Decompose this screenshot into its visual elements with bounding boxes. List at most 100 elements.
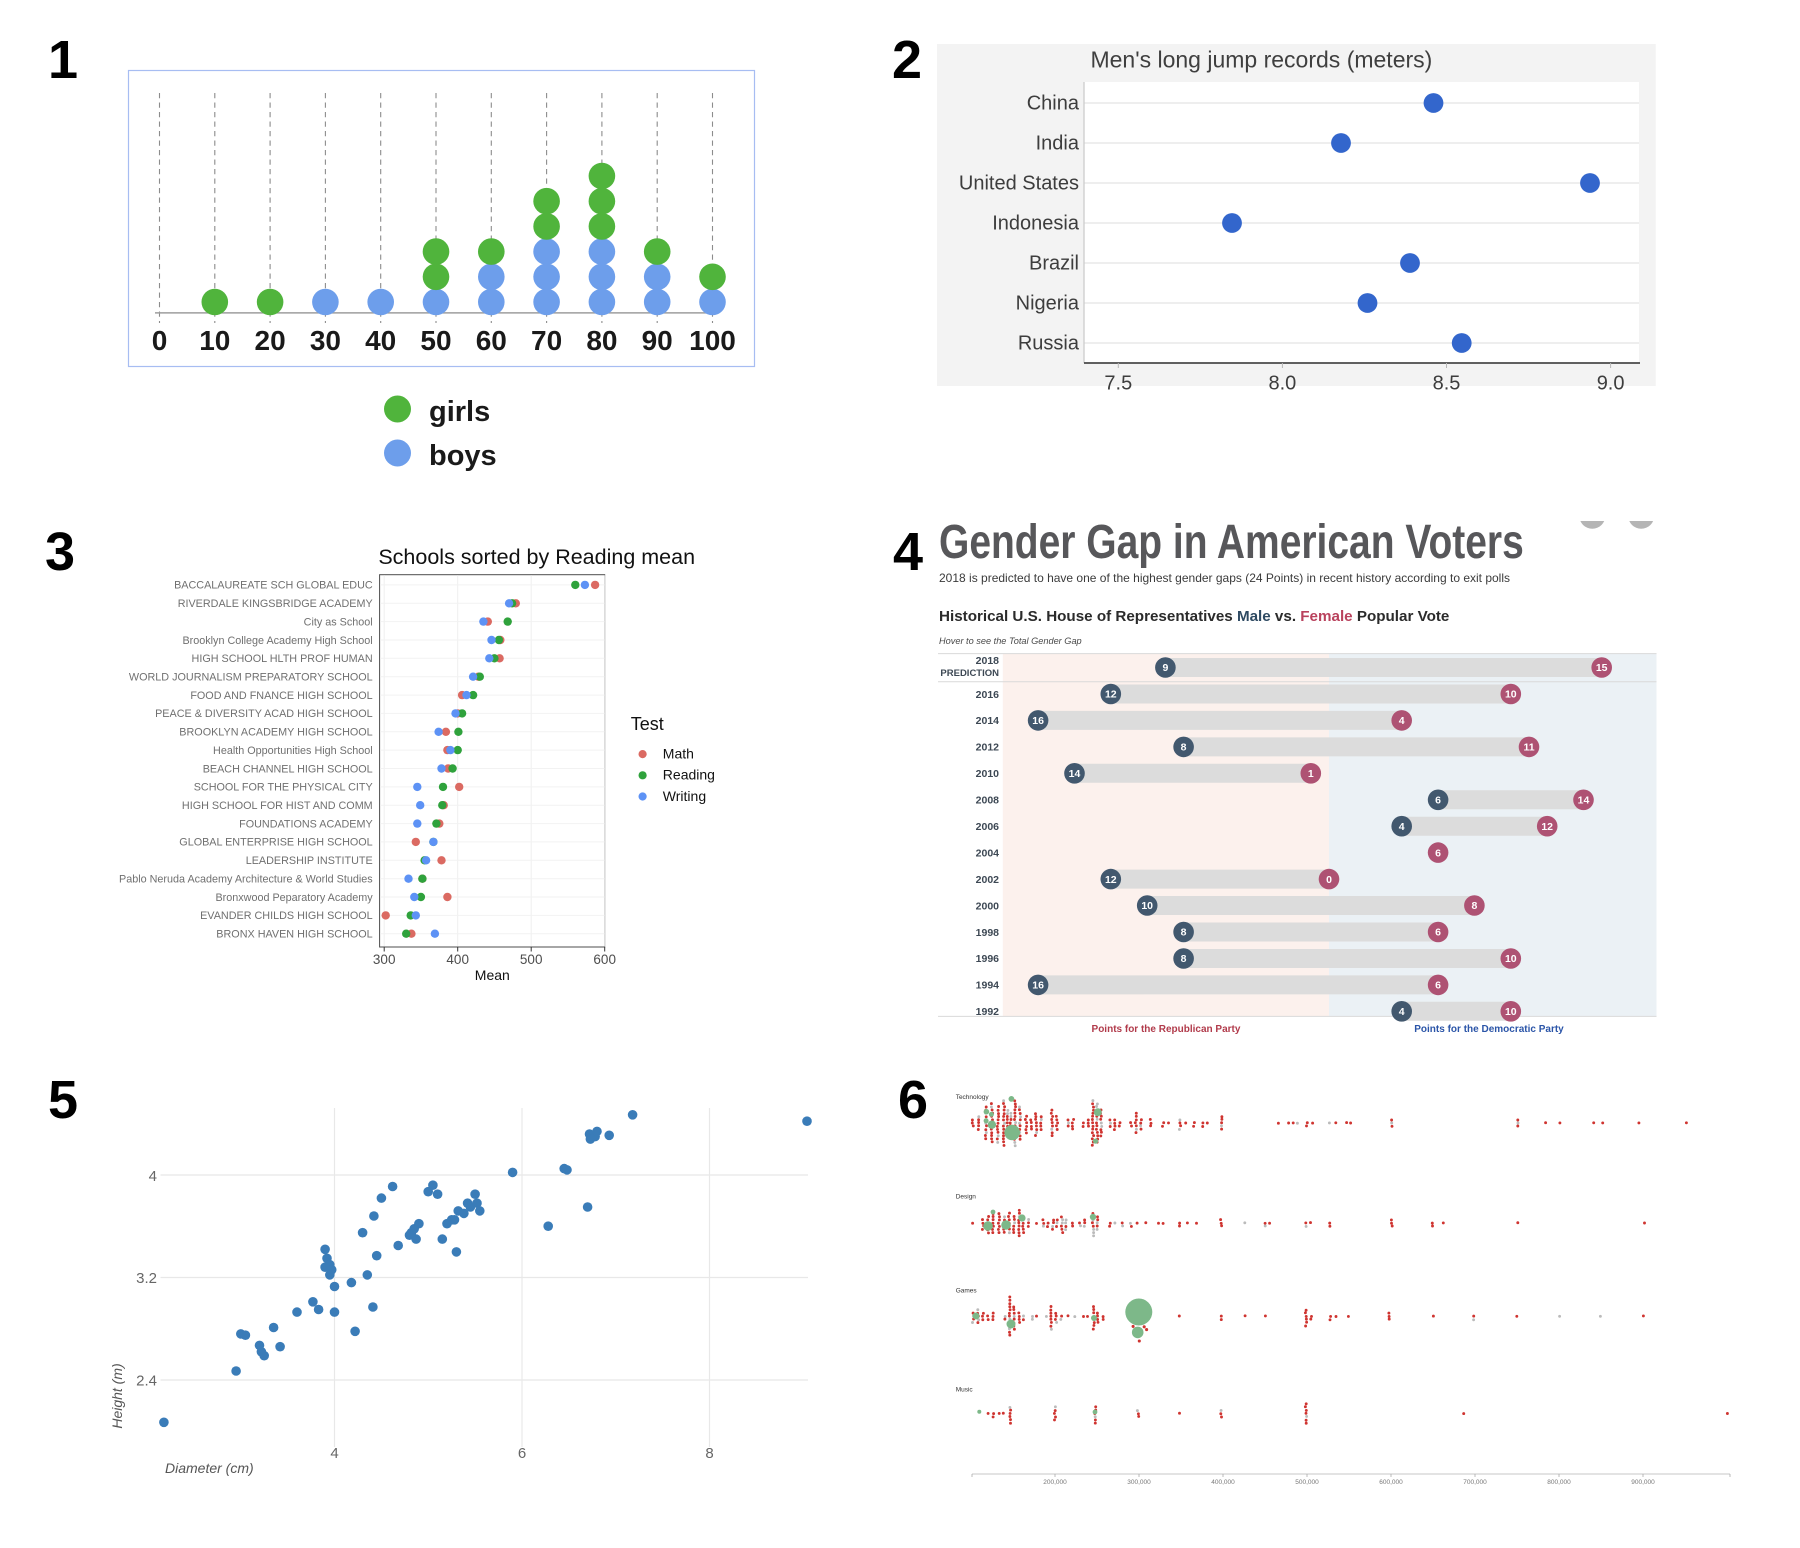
svg-text:16: 16 bbox=[1032, 715, 1044, 727]
svg-text:Height (m): Height (m) bbox=[109, 1363, 125, 1428]
svg-text:6: 6 bbox=[1435, 847, 1441, 859]
svg-text:HIGH SCHOOL FOR HIST AND COMM: HIGH SCHOOL FOR HIST AND COMM bbox=[182, 800, 373, 812]
svg-text:2.4: 2.4 bbox=[136, 1373, 157, 1390]
svg-text:Reading: Reading bbox=[663, 767, 715, 783]
svg-text:1992: 1992 bbox=[976, 1006, 1000, 1018]
svg-text:PREDICTION: PREDICTION bbox=[940, 668, 999, 679]
svg-text:2008: 2008 bbox=[976, 795, 1000, 807]
svg-text:10: 10 bbox=[1505, 689, 1517, 701]
svg-text:5: 5 bbox=[48, 1070, 78, 1130]
svg-text:FOOD AND FNANCE HIGH SCHOOL: FOOD AND FNANCE HIGH SCHOOL bbox=[190, 690, 372, 702]
svg-text:200,000: 200,000 bbox=[1043, 1479, 1067, 1486]
svg-text:4: 4 bbox=[893, 522, 923, 582]
svg-text:Games: Games bbox=[956, 1288, 978, 1295]
svg-text:2012: 2012 bbox=[976, 742, 1000, 754]
svg-text:2014: 2014 bbox=[976, 715, 1000, 727]
svg-text:300: 300 bbox=[373, 952, 396, 967]
svg-text:11: 11 bbox=[1523, 742, 1534, 754]
svg-text:15: 15 bbox=[1596, 662, 1608, 674]
svg-text:6: 6 bbox=[518, 1445, 526, 1462]
svg-text:700,000: 700,000 bbox=[1463, 1479, 1487, 1486]
svg-text:14: 14 bbox=[1069, 768, 1081, 780]
svg-text:India: India bbox=[1036, 133, 1080, 155]
svg-text:8: 8 bbox=[1181, 953, 1187, 965]
svg-text:10: 10 bbox=[199, 325, 230, 356]
svg-text:8: 8 bbox=[1181, 927, 1187, 939]
svg-text:8.0: 8.0 bbox=[1268, 373, 1296, 395]
svg-text:2000: 2000 bbox=[976, 900, 1000, 912]
svg-text:Diameter (cm): Diameter (cm) bbox=[165, 1460, 254, 1476]
svg-text:6: 6 bbox=[1435, 927, 1441, 939]
svg-text:400,000: 400,000 bbox=[1211, 1479, 1235, 1486]
svg-text:Russia: Russia bbox=[1018, 333, 1080, 355]
svg-text:12: 12 bbox=[1105, 689, 1117, 701]
svg-text:Health Opportunities High Scho: Health Opportunities High School bbox=[213, 745, 373, 757]
svg-text:9: 9 bbox=[1162, 662, 1168, 674]
svg-text:FOUNDATIONS ACADEMY: FOUNDATIONS ACADEMY bbox=[239, 818, 373, 830]
svg-text:500,000: 500,000 bbox=[1295, 1479, 1319, 1486]
svg-text:girls: girls bbox=[429, 396, 490, 428]
svg-text:2004: 2004 bbox=[976, 847, 1000, 859]
svg-text:BROOKLYN ACADEMY HIGH SCHOOL: BROOKLYN ACADEMY HIGH SCHOOL bbox=[179, 727, 372, 739]
svg-text:City as School: City as School bbox=[304, 616, 373, 628]
svg-text:4: 4 bbox=[149, 1168, 157, 1185]
svg-text:6: 6 bbox=[898, 1070, 928, 1130]
svg-text:Brazil: Brazil bbox=[1029, 253, 1079, 275]
svg-text:HIGH SCHOOL HLTH PROF HUMAN: HIGH SCHOOL HLTH PROF HUMAN bbox=[192, 653, 373, 665]
svg-text:6: 6 bbox=[1435, 795, 1441, 807]
svg-text:China: China bbox=[1027, 93, 1080, 115]
svg-text:6: 6 bbox=[1435, 980, 1441, 992]
svg-text:Schools sorted by Reading mean: Schools sorted by Reading mean bbox=[378, 545, 695, 569]
svg-text:1994: 1994 bbox=[976, 980, 1000, 992]
svg-text:2016: 2016 bbox=[976, 689, 1000, 701]
svg-text:Points for the Republican Part: Points for the Republican Party bbox=[1092, 1024, 1241, 1035]
svg-text:2018: 2018 bbox=[976, 655, 1000, 667]
svg-text:Men's long jump records (meter: Men's long jump records (meters) bbox=[1090, 47, 1432, 73]
svg-text:Math: Math bbox=[663, 746, 694, 762]
svg-text:3.2: 3.2 bbox=[136, 1270, 157, 1287]
svg-text:20: 20 bbox=[255, 325, 286, 356]
svg-text:14: 14 bbox=[1578, 795, 1590, 807]
svg-text:2006: 2006 bbox=[976, 821, 1000, 833]
svg-text:60: 60 bbox=[476, 325, 507, 356]
svg-text:300,000: 300,000 bbox=[1127, 1479, 1151, 1486]
svg-text:600: 600 bbox=[593, 952, 616, 967]
svg-text:PEACE & DIVERSITY ACAD HIGH SC: PEACE & DIVERSITY ACAD HIGH SCHOOL bbox=[155, 708, 373, 720]
svg-text:Writing: Writing bbox=[663, 788, 706, 804]
svg-text:boys: boys bbox=[429, 440, 497, 472]
svg-text:Test: Test bbox=[631, 714, 664, 734]
svg-text:16: 16 bbox=[1032, 980, 1044, 992]
svg-text:GLOBAL ENTERPRISE HIGH SCHOOL: GLOBAL ENTERPRISE HIGH SCHOOL bbox=[179, 837, 372, 849]
svg-text:Gender Gap in American Voters: Gender Gap in American Voters bbox=[939, 515, 1524, 569]
svg-text:Historical U.S. House of Repre: Historical U.S. House of Representatives… bbox=[939, 608, 1449, 625]
svg-text:Nigeria: Nigeria bbox=[1016, 293, 1080, 315]
svg-text:100: 100 bbox=[689, 325, 736, 356]
svg-text:4: 4 bbox=[1399, 715, 1405, 727]
svg-text:12: 12 bbox=[1105, 874, 1117, 886]
svg-text:Music: Music bbox=[956, 1387, 974, 1394]
svg-text:800,000: 800,000 bbox=[1547, 1479, 1571, 1486]
svg-text:SCHOOL FOR THE PHYSICAL CITY: SCHOOL FOR THE PHYSICAL CITY bbox=[194, 782, 373, 794]
svg-text:4: 4 bbox=[330, 1445, 338, 1462]
svg-text:0: 0 bbox=[1326, 874, 1332, 886]
svg-text:WORLD JOURNALISM PREPARATORY S: WORLD JOURNALISM PREPARATORY SCHOOL bbox=[129, 672, 373, 684]
svg-text:3: 3 bbox=[45, 522, 75, 582]
svg-text:2018 is predicted to have one: 2018 is predicted to have one of the hig… bbox=[939, 571, 1510, 585]
svg-text:30: 30 bbox=[310, 325, 341, 356]
svg-text:10: 10 bbox=[1141, 900, 1153, 912]
svg-text:600,000: 600,000 bbox=[1379, 1479, 1403, 1486]
svg-text:1: 1 bbox=[1308, 768, 1314, 780]
svg-text:40: 40 bbox=[365, 325, 396, 356]
svg-text:4: 4 bbox=[1399, 821, 1405, 833]
svg-text:4: 4 bbox=[1399, 1006, 1405, 1018]
svg-text:70: 70 bbox=[531, 325, 562, 356]
svg-text:90: 90 bbox=[642, 325, 673, 356]
svg-text:Technology: Technology bbox=[956, 1094, 990, 1101]
svg-text:BRONX HAVEN HIGH SCHOOL: BRONX HAVEN HIGH SCHOOL bbox=[216, 929, 372, 941]
svg-text:8: 8 bbox=[1471, 900, 1477, 912]
svg-text:12: 12 bbox=[1541, 821, 1553, 833]
svg-text:10: 10 bbox=[1505, 953, 1517, 965]
svg-text:EVANDER CHILDS HIGH SCHOOL: EVANDER CHILDS HIGH SCHOOL bbox=[200, 910, 373, 922]
svg-text:400: 400 bbox=[446, 952, 469, 967]
svg-text:7.5: 7.5 bbox=[1104, 373, 1132, 395]
